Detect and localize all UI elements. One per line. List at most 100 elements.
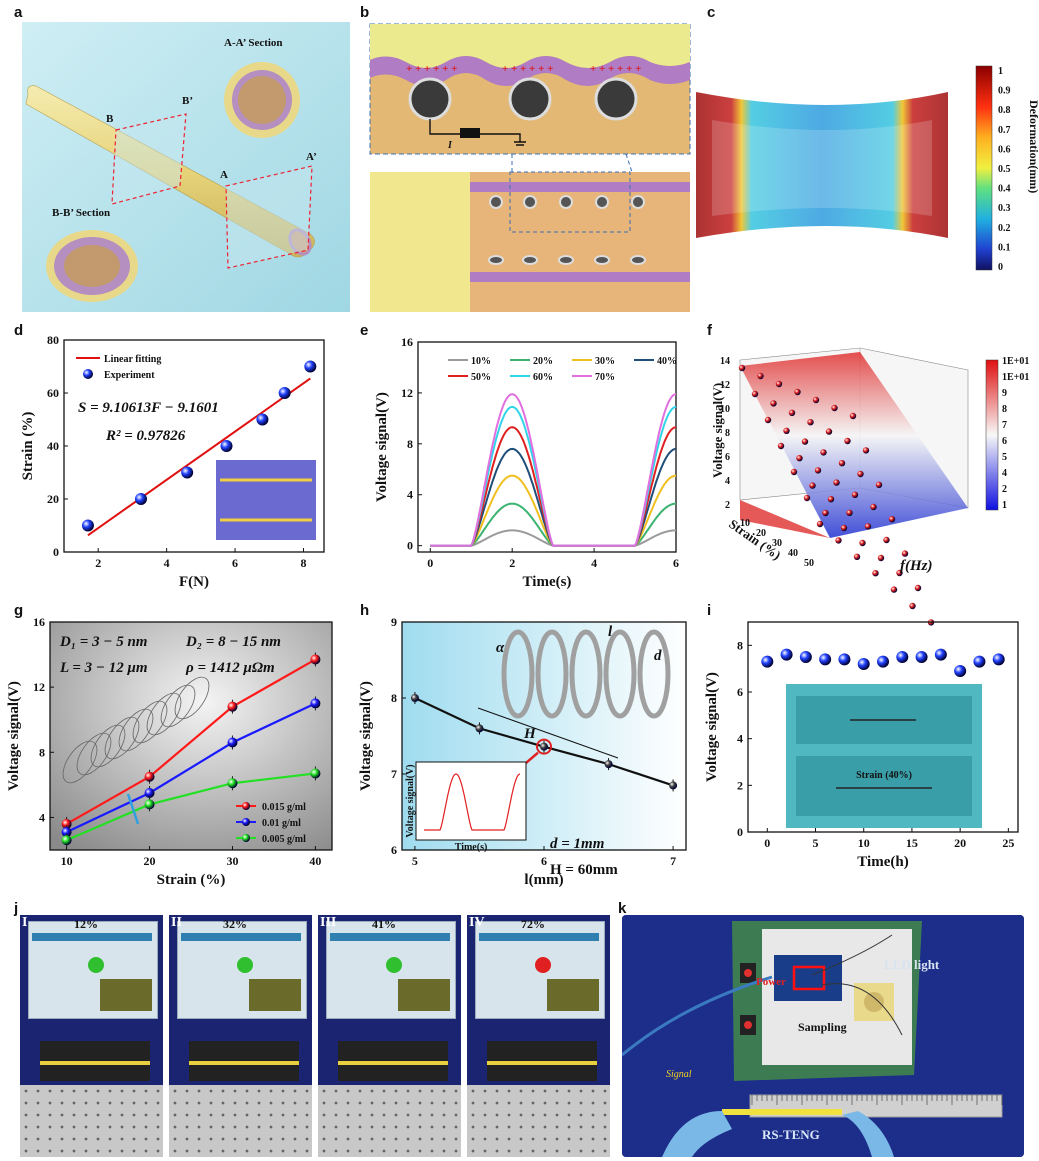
f-colorbar-tick: 2 [1002, 484, 1007, 495]
j-fiber [189, 1061, 299, 1065]
h-spring-coil [637, 629, 671, 719]
d-legend-fit: Linear fitting [104, 354, 161, 365]
charges-2: + + + + + + [502, 63, 553, 75]
e-legend-label: 20% [533, 356, 553, 367]
chart-h-voltage-vs-l: 5 6 7 6 7 8 9 l(mm) Voltage signal(V) d = 1mm H = … [358, 615, 687, 888]
k-led-label: LED light [884, 957, 940, 972]
j-screen-header [181, 933, 301, 941]
colorbar-tick: 0.9 [998, 86, 1011, 97]
colorbar-tick: 0.2 [998, 223, 1011, 234]
i-plot-frame [747, 621, 1019, 833]
g-ytick-label: 8 [39, 745, 45, 759]
panel-label-d: d [14, 322, 24, 339]
f-point [870, 503, 877, 511]
j-frame-roman: III [320, 915, 337, 930]
g-series-line [66, 658, 316, 825]
j-table [20, 1085, 163, 1157]
i-xtick-label: 20 [954, 836, 966, 850]
j-waveform [249, 979, 301, 1011]
panel-label-g: g [14, 602, 24, 619]
colorbar-tick: 0.6 [998, 144, 1011, 155]
f-colorbar-tick: 1E+01 [1002, 372, 1029, 383]
e-xtick-label: 2 [509, 556, 515, 570]
f-point [777, 442, 785, 450]
colorbar-title: Deformation(mm) [1027, 100, 1039, 193]
f-point [901, 550, 909, 557]
g-ytick-label: 16 [33, 615, 45, 629]
f-point [816, 520, 824, 528]
colorbar-tick: 0.5 [998, 164, 1011, 175]
h-point [410, 694, 419, 702]
panel-label-k: k [618, 900, 627, 917]
f-colorbar-tick: 1 [1002, 500, 1007, 511]
f-point [822, 509, 829, 517]
g-annotation: D₂ = 8 − 15 nm [185, 634, 281, 650]
f-point [803, 494, 811, 502]
g-nanotube-ring [160, 684, 196, 728]
h-xlabel: l(mm) [524, 872, 563, 888]
f-point [853, 553, 861, 560]
h-ytick-label: 8 [391, 691, 397, 705]
panel-label-e: e [360, 322, 369, 339]
g-point [227, 737, 238, 748]
d-point [81, 519, 94, 532]
panel-label-f: f [707, 322, 712, 339]
h-spring-coil [603, 629, 637, 719]
i-ytick-label: 8 [737, 638, 743, 652]
h-ytick-label: 7 [391, 767, 397, 781]
j-lamp [386, 957, 402, 973]
label-B: B [106, 113, 114, 125]
panel-b-illustration: + + + + + + + + + + + + + + + + + + I [369, 22, 698, 312]
j-waveform [100, 979, 152, 1011]
f-point [770, 400, 777, 407]
d-ytick-label: 80 [47, 333, 59, 347]
f-point [846, 509, 853, 516]
h-xtick-label: 5 [412, 854, 418, 868]
i-ylabel: Voltage signal(V) [704, 672, 720, 782]
charge-schematic: + + + + + + + + + + + + + + + + + + I [369, 23, 691, 312]
j-frame: III 41% [318, 915, 461, 1157]
d-point [256, 413, 269, 426]
aa-section-title: A-A’ Section [224, 37, 283, 49]
f-point [788, 409, 796, 416]
e-ytick-label: 12 [401, 386, 413, 400]
f-point [888, 516, 896, 523]
g-point [61, 835, 72, 846]
g-nanotube-ring [132, 700, 168, 744]
h-inset-xlabel: Time(s) [455, 842, 488, 853]
g-marker [126, 793, 140, 825]
f-point [890, 586, 898, 593]
d-inset-photo [216, 460, 316, 540]
f-colorbar-tick: 6 [1002, 436, 1007, 447]
f-point [827, 496, 835, 503]
k-sampling-label: Sampling [798, 1020, 847, 1034]
j-screen-header [330, 933, 450, 941]
k-device-label: RS-TENG [762, 1127, 820, 1142]
g-ytick-label: 4 [39, 810, 45, 824]
g-nanotube-ring [174, 676, 210, 720]
panel-i-chart: 0 5 10 15 20 25 0 2 4 6 8 Time(h) Voltage signal(V) S… [700, 612, 1035, 900]
e-legend-label: 70% [595, 372, 615, 383]
f-point [807, 419, 814, 426]
chart-e-voltage-vs-time: 0 2 4 6 0 4 8 12 16 Time(s) Voltage signal(V) 10% 20… [374, 335, 679, 590]
panel-label-h: h [360, 602, 370, 619]
d-point [134, 493, 147, 505]
e-xtick-label: 0 [427, 556, 433, 570]
fiber-schematic: B B’ A A’ A-A’ Section B-B’ Section [22, 22, 350, 312]
f-strain-tick: 20 [756, 528, 766, 539]
i-ytick-label: 6 [737, 685, 743, 699]
f-point [801, 438, 809, 445]
g-xlabel: Strain (%) [157, 872, 226, 888]
i-xtick-label: 15 [906, 836, 918, 850]
f-point [844, 437, 851, 445]
d-legend-exp: Experiment [104, 370, 155, 381]
f-point [914, 584, 922, 592]
current-label: I [447, 140, 453, 151]
d-ylabel: Strain (%) [20, 412, 36, 481]
i-inset-lower [796, 756, 972, 816]
g-annotation: L = 3 − 12 μm [59, 660, 148, 676]
j-frame-strain: 32% [223, 917, 247, 931]
colorbar-tick: 0.3 [998, 203, 1011, 214]
d-ytick-label: 60 [47, 386, 59, 400]
h-xtick-label: 7 [670, 854, 676, 868]
